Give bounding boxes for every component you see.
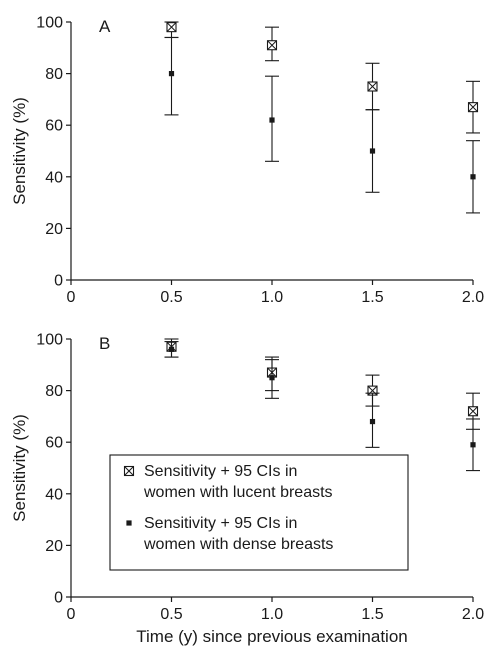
marker-cross [124,466,134,476]
data-point-boxed-x [166,22,177,33]
y-tick-label: 80 [45,66,63,83]
y-tick-label: 20 [45,538,63,555]
x-axis-title: Time (y) since previous examination [136,627,407,646]
legend-text: women with dense breasts [143,536,333,553]
x-tick-label: 2.0 [462,606,484,623]
y-tick-label: 100 [36,332,63,349]
data-point-square [269,117,275,123]
marker-cross [468,406,478,417]
x-tick-label: 1.0 [261,289,283,306]
y-tick-label: 80 [45,383,63,400]
y-axis-title: Sensitivity (%) [10,97,29,205]
panel-label: A [99,17,111,36]
y-tick-label: 40 [45,486,63,503]
legend-marker-square [126,520,132,526]
legend: Sensitivity + 95 CIs in women with lucent… [109,454,409,571]
data-point-square [168,346,175,352]
series-filled-square [164,341,480,472]
y-tick-label: 100 [36,15,63,32]
marker-cross [166,22,177,33]
marker-cross [367,81,378,92]
panel-label: B [99,334,110,353]
x-tick-label: 0.5 [160,606,182,623]
legend-box [109,454,409,571]
y-tick-label: 60 [45,435,63,452]
series-boxed-x [164,21,480,134]
x-tick-label: 0 [67,289,76,306]
data-point-boxed-x [367,81,378,92]
series-boxed-x [164,338,480,430]
x-tick-label: 1.5 [361,606,383,623]
data-point-square [269,375,275,381]
data-point-square [470,174,476,180]
data-point-square [470,442,476,448]
legend-marker-boxed-x [123,465,135,477]
series-filled-square [164,36,480,214]
data-point-boxed-x [266,40,278,51]
x-tick-label: 1.5 [361,289,383,306]
x-tick-label: 0.5 [160,289,182,306]
legend-text: Sensitivity + 95 CIs in [144,515,297,532]
data-point-boxed-x [467,102,479,113]
y-tick-label: 20 [45,221,63,238]
y-tick-label: 0 [54,273,63,290]
y-tick-label: 0 [54,590,63,607]
legend-text: Sensitivity + 95 CIs in [144,463,297,480]
data-point-square [168,71,175,77]
y-axis-title: Sensitivity (%) [10,414,29,522]
data-point-square [369,418,376,425]
x-tick-label: 2.0 [462,289,484,306]
chart-panel-a: 0 20 40 60 80 100 0 0.5 1.0 1.5 2.0 Sensitivity (%)… [10,15,484,307]
marker-cross [267,40,277,51]
x-tick-label: 1.0 [261,606,283,623]
legend-text: women with lucent breasts [143,484,333,501]
y-tick-label: 40 [45,169,63,186]
data-point-boxed-x [467,406,479,417]
y-tick-label: 60 [45,118,63,135]
chart-panel-b: 0 20 40 60 80 100 0 0.5 1.0 1.5 2.0 Sensitivity (%)… [10,332,484,647]
marker-cross [468,102,478,112]
data-point-square [369,148,376,154]
x-tick-label: 0 [67,606,76,623]
